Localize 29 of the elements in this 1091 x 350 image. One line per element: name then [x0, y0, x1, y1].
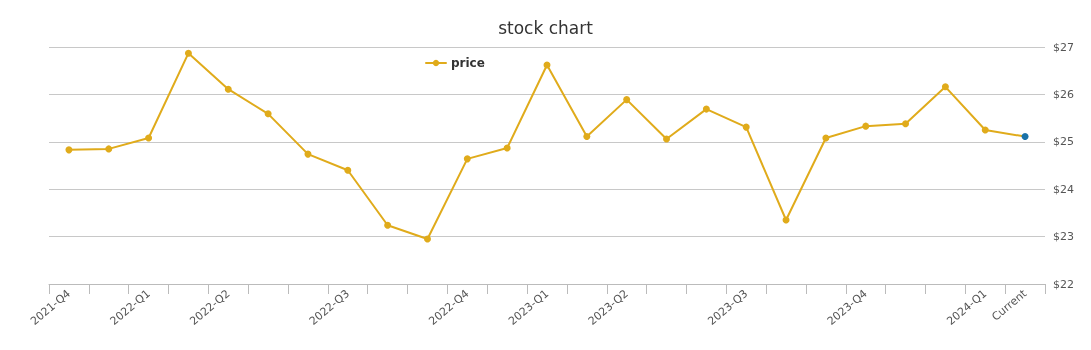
y-tick-label: $23: [1053, 230, 1074, 244]
point: [224, 85, 232, 93]
y-tick-label: $26: [1053, 87, 1074, 101]
point: [862, 122, 870, 130]
point: [384, 221, 392, 229]
point: [902, 120, 910, 128]
point: [1021, 133, 1029, 141]
point: [344, 166, 352, 174]
point: [663, 135, 671, 143]
point: [463, 155, 471, 163]
y-tick-label: $24: [1053, 182, 1074, 196]
y-tick-label: $25: [1053, 135, 1074, 149]
point: [65, 146, 73, 154]
point: [105, 145, 113, 153]
point: [623, 96, 631, 104]
point: [423, 235, 431, 243]
point: [583, 133, 591, 141]
point: [702, 105, 710, 113]
legend-label: price: [451, 56, 485, 70]
point: [264, 110, 272, 118]
point: [145, 134, 153, 142]
point: [742, 123, 750, 131]
point: [941, 83, 949, 91]
point: [981, 126, 989, 134]
y-tick-label: $27: [1053, 40, 1074, 54]
point: [503, 144, 511, 152]
point: [184, 49, 192, 57]
chart-title: stock chart: [498, 17, 594, 38]
y-tick-label: $22: [1053, 277, 1074, 291]
